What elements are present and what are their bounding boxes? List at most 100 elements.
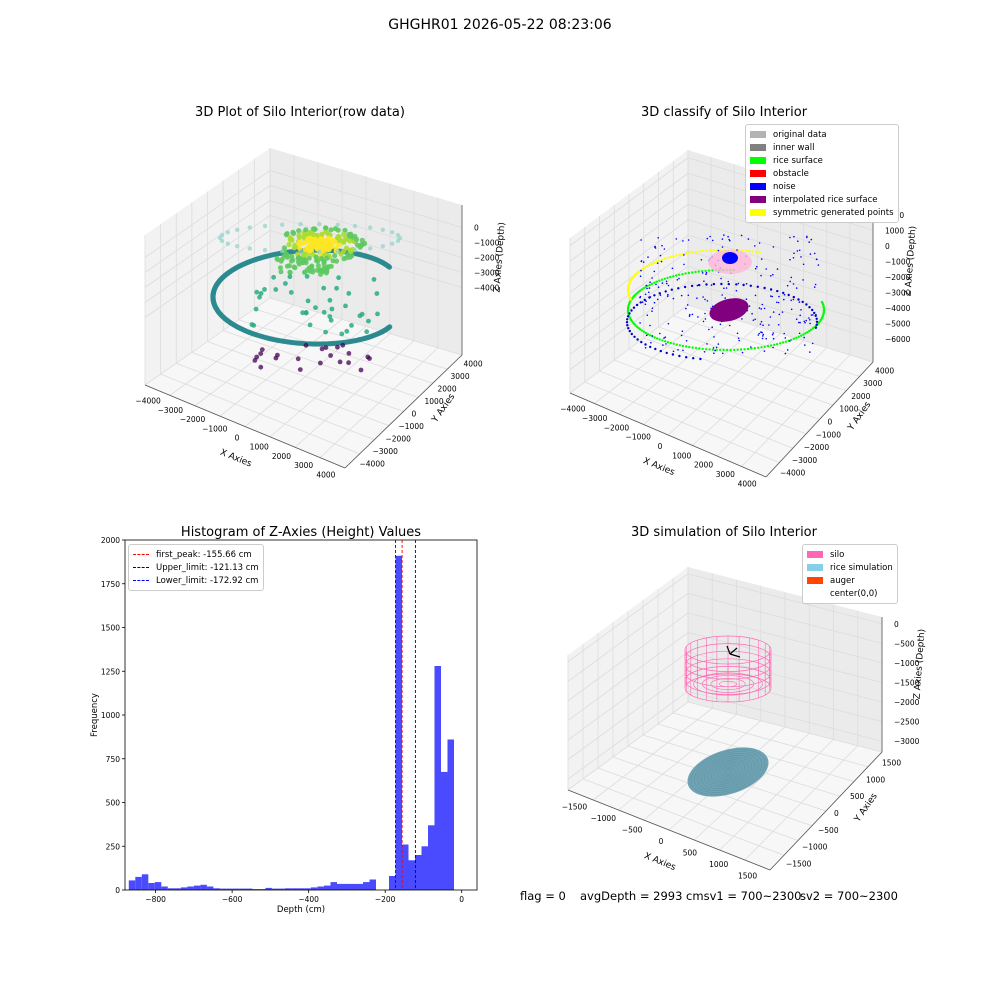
y-tick-label: −1000 <box>816 430 842 439</box>
legend-line-lower-limit <box>133 580 149 581</box>
data-point-noise <box>798 301 801 303</box>
data-point-noise <box>712 282 716 286</box>
data-point-rice-surface <box>784 340 788 343</box>
x-tick-label: 1000 <box>709 860 728 869</box>
z-tick-label: −6000 <box>885 335 911 344</box>
x-axis-line <box>144 384 346 469</box>
data-point-rice-surface <box>688 345 691 349</box>
data-point-noise <box>769 288 773 291</box>
histogram-bar <box>206 886 214 890</box>
data-point-surface <box>291 230 297 236</box>
data-point-rice-surface <box>684 345 688 348</box>
data-point-noise <box>656 262 659 265</box>
data-point-rice-surface <box>760 346 763 349</box>
data-point-noise-cluster <box>722 252 738 264</box>
data-point-noise <box>792 283 795 285</box>
data-point-rice-surface <box>681 273 684 276</box>
data-point-surface <box>296 234 302 240</box>
data-point-surface <box>278 258 284 264</box>
z-tick-label: −3000 <box>474 269 500 278</box>
data-point-noise <box>759 323 762 325</box>
data-point-noise <box>760 274 762 277</box>
simulation-legend: silo rice simulation auger center(0,0) <box>802 544 898 604</box>
data-point-scatter <box>327 314 333 319</box>
data-point-symmetric <box>684 252 688 255</box>
data-point-scatter <box>307 322 313 328</box>
data-point-noise <box>683 254 685 256</box>
x-axis-label: Depth (cm) <box>277 905 325 915</box>
histogram-bar <box>148 883 155 890</box>
data-point-surface <box>353 236 360 242</box>
data-point-noise <box>797 240 799 242</box>
histogram-legend: first_peak: -155.66 cm Upper_limit: -121… <box>128 544 264 591</box>
legend-swatch-auger <box>807 577 823 584</box>
data-point-symmetric <box>636 271 640 274</box>
legend-swatch-interpolated <box>750 196 766 203</box>
data-point-symmetric <box>688 251 691 255</box>
data-point-surface <box>326 264 331 270</box>
data-point-noise <box>802 263 805 266</box>
data-point-noise <box>772 346 774 349</box>
data-point-symmetric <box>748 249 751 253</box>
footer-avg-depth: avgDepth = 2993 cmsv1 = 700~2300 <box>580 889 802 903</box>
wall-gridline <box>567 592 883 682</box>
data-point-wall <box>298 221 303 227</box>
data-point-surface <box>309 267 315 273</box>
data-point-noise <box>736 332 739 335</box>
data-point-rice-surface <box>711 269 714 272</box>
data-point-wall <box>395 232 401 238</box>
silo-floor-ring <box>693 672 763 696</box>
data-point-noise <box>690 284 694 288</box>
data-point-noise <box>812 314 814 316</box>
data-point-surface <box>319 236 325 242</box>
data-point-noise <box>804 344 806 346</box>
rice-simulation-contour <box>700 755 756 789</box>
histogram-bar <box>389 876 396 890</box>
data-point-noise <box>790 308 793 311</box>
data-point-scatter <box>305 298 311 304</box>
data-point-rice-surface <box>694 270 697 274</box>
wall-gridline <box>569 219 874 309</box>
data-point-symmetric <box>712 249 715 252</box>
data-point-noise <box>636 338 639 341</box>
data-point-noise <box>682 240 684 242</box>
data-point-scatter <box>336 275 341 281</box>
data-point-surface <box>359 237 365 243</box>
data-point-deep <box>319 346 325 352</box>
floor-gridline <box>628 348 820 420</box>
data-point-noise <box>671 353 675 356</box>
data-point-noise <box>625 321 629 324</box>
data-point-scatter <box>323 329 328 335</box>
data-point-noise <box>752 319 755 322</box>
legend-inner-wall: inner wall <box>773 142 815 153</box>
y-tick-label: −500 <box>818 826 839 835</box>
data-point-noise <box>813 252 816 255</box>
data-point-noise <box>713 352 715 355</box>
data-point-rice-surface <box>653 336 656 339</box>
data-point-noise <box>814 326 818 329</box>
legend-line-upper-limit <box>133 567 149 568</box>
wall-gridline <box>567 612 883 702</box>
wall-gridline <box>567 632 883 721</box>
histogram-bar <box>141 874 149 891</box>
data-point-rice-surface <box>694 346 698 350</box>
data-point-noise <box>626 315 630 318</box>
x-axis-label: X Axies <box>641 456 676 478</box>
data-point-rice-surface <box>797 335 800 338</box>
z-tick-label: −3000 <box>894 737 920 746</box>
y-tick-label: 1000 <box>425 397 444 406</box>
x-axis-line <box>567 789 771 871</box>
x-tick-label: −600 <box>222 895 243 904</box>
data-point-rice-surface <box>697 270 700 273</box>
data-point-noise <box>639 275 642 278</box>
data-point-noise <box>685 307 687 310</box>
silo-floor-ring <box>719 680 737 688</box>
y-tick-label: −2000 <box>804 443 830 452</box>
data-point-rice-surface <box>660 278 664 281</box>
x-tick-label: −3000 <box>158 406 184 415</box>
data-point-noise <box>798 332 801 335</box>
data-point-scatter <box>371 277 377 282</box>
data-point-surface <box>330 258 336 264</box>
data-point-noise <box>771 295 774 298</box>
data-point-rice-surface <box>644 331 647 335</box>
